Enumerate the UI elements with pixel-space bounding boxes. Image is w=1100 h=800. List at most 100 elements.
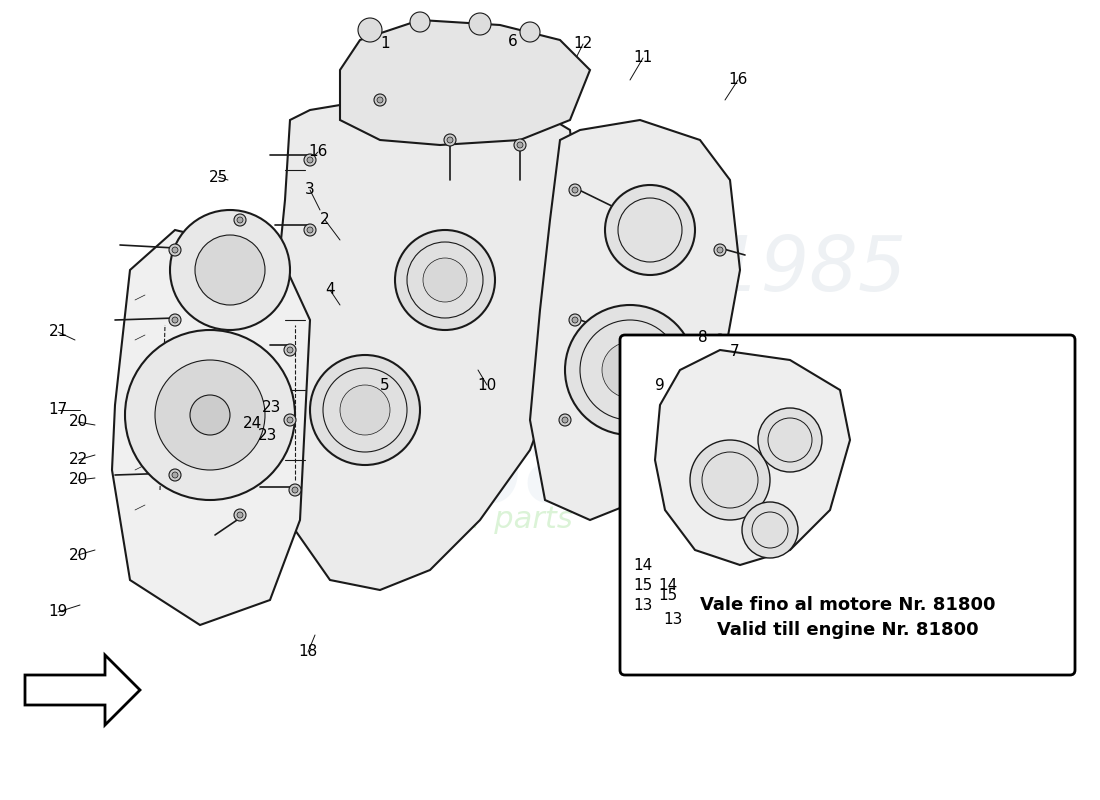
Circle shape [742, 502, 797, 558]
Circle shape [169, 469, 182, 481]
Text: 18: 18 [298, 645, 318, 659]
Circle shape [377, 97, 383, 103]
Circle shape [172, 317, 178, 323]
Circle shape [714, 244, 726, 256]
Circle shape [284, 414, 296, 426]
Circle shape [284, 344, 296, 356]
Circle shape [234, 509, 246, 521]
Circle shape [236, 217, 243, 223]
Circle shape [169, 244, 182, 256]
Text: 17: 17 [48, 402, 67, 418]
Circle shape [287, 347, 293, 353]
Circle shape [307, 157, 314, 163]
Circle shape [717, 337, 723, 343]
Text: oparts: oparts [367, 417, 772, 523]
Polygon shape [654, 350, 850, 565]
Text: 9: 9 [656, 378, 664, 394]
Text: 14: 14 [634, 558, 652, 573]
Circle shape [170, 210, 290, 330]
Circle shape [520, 22, 540, 42]
Text: 14: 14 [659, 578, 678, 593]
Text: 25: 25 [208, 170, 228, 185]
Text: 10: 10 [477, 378, 496, 393]
Circle shape [310, 355, 420, 465]
Circle shape [395, 230, 495, 330]
Circle shape [424, 258, 468, 302]
Text: 19: 19 [48, 605, 68, 619]
Circle shape [717, 247, 723, 253]
Text: 21: 21 [48, 325, 67, 339]
Text: 23: 23 [262, 401, 282, 415]
Polygon shape [530, 120, 740, 520]
Circle shape [172, 247, 178, 253]
Circle shape [565, 305, 695, 435]
Polygon shape [112, 230, 310, 625]
Circle shape [304, 224, 316, 236]
Text: 15: 15 [659, 587, 678, 602]
Polygon shape [25, 655, 140, 725]
Circle shape [304, 154, 316, 166]
Text: 4: 4 [326, 282, 334, 298]
Circle shape [690, 440, 770, 520]
Text: 8: 8 [698, 330, 707, 346]
Circle shape [758, 408, 822, 472]
Circle shape [514, 139, 526, 151]
Circle shape [169, 314, 182, 326]
Polygon shape [275, 90, 580, 590]
Text: Valid till engine Nr. 81800: Valid till engine Nr. 81800 [717, 621, 978, 639]
Circle shape [714, 334, 726, 346]
Text: 2: 2 [320, 213, 330, 227]
Text: 20: 20 [68, 414, 88, 430]
Circle shape [287, 417, 293, 423]
Text: 20: 20 [68, 473, 88, 487]
Circle shape [195, 235, 265, 305]
Circle shape [447, 137, 453, 143]
Circle shape [289, 484, 301, 496]
Circle shape [569, 314, 581, 326]
Circle shape [358, 18, 382, 42]
Circle shape [374, 94, 386, 106]
Text: 22: 22 [68, 453, 88, 467]
Text: 15: 15 [634, 578, 652, 593]
Text: 7: 7 [730, 345, 740, 359]
Circle shape [410, 12, 430, 32]
Circle shape [572, 317, 578, 323]
Text: 1985: 1985 [713, 233, 908, 307]
Circle shape [340, 385, 390, 435]
Text: 13: 13 [634, 598, 652, 613]
Circle shape [562, 417, 568, 423]
Text: 16: 16 [728, 73, 748, 87]
Circle shape [172, 472, 178, 478]
Circle shape [469, 13, 491, 35]
Text: 24: 24 [243, 415, 263, 430]
Text: 20: 20 [68, 547, 88, 562]
Circle shape [125, 330, 295, 500]
Text: 5: 5 [381, 378, 389, 393]
Text: 1: 1 [381, 37, 389, 51]
Text: 16: 16 [308, 145, 328, 159]
Circle shape [559, 414, 571, 426]
Circle shape [517, 142, 522, 148]
Text: a passion for parts: a passion for parts [287, 506, 572, 534]
Text: 11: 11 [634, 50, 652, 66]
FancyBboxPatch shape [620, 335, 1075, 675]
Text: 12: 12 [573, 37, 593, 51]
Circle shape [190, 395, 230, 435]
Circle shape [234, 214, 246, 226]
Text: 6: 6 [508, 34, 518, 50]
Text: eur: eur [306, 295, 594, 445]
Circle shape [444, 134, 456, 146]
Circle shape [307, 227, 314, 233]
Text: 13: 13 [663, 613, 683, 627]
Circle shape [155, 360, 265, 470]
Circle shape [602, 342, 658, 398]
Text: 3: 3 [305, 182, 315, 198]
Circle shape [605, 185, 695, 275]
Polygon shape [340, 20, 590, 145]
Circle shape [572, 187, 578, 193]
Circle shape [569, 184, 581, 196]
Text: Vale fino al motore Nr. 81800: Vale fino al motore Nr. 81800 [700, 596, 996, 614]
Text: 23: 23 [258, 427, 277, 442]
Circle shape [236, 512, 243, 518]
Circle shape [292, 487, 298, 493]
